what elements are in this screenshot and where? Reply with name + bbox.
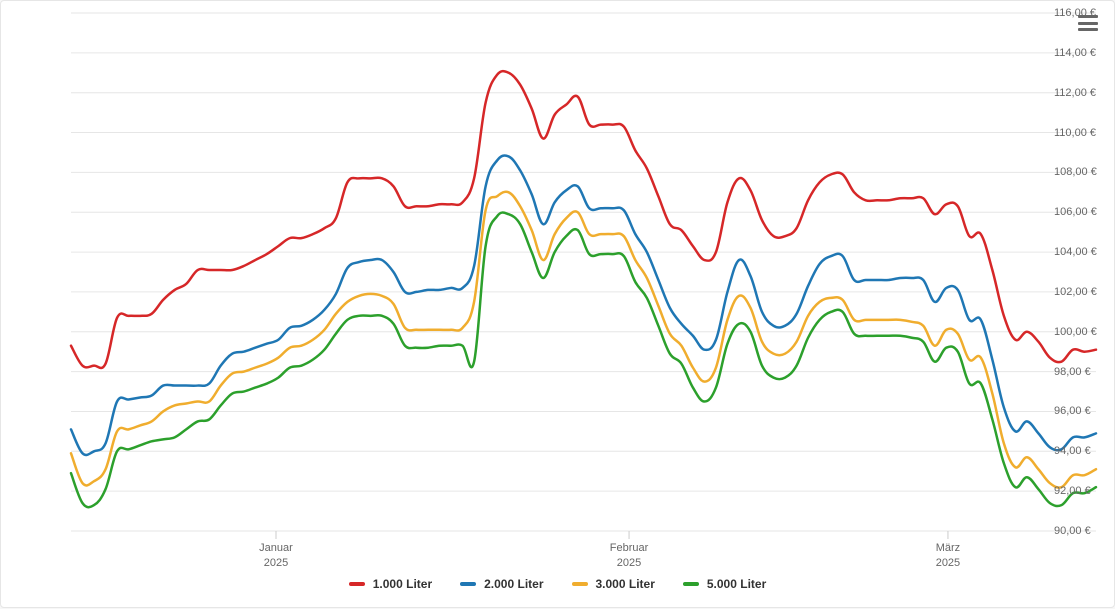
y-axis-tick-label: 96,00 € (1054, 405, 1114, 417)
legend-label: 2.000 Liter (484, 577, 543, 591)
x-axis-year-label: 2025 (264, 557, 288, 569)
x-axis-year-label: 2025 (617, 557, 641, 569)
y-axis-tick-label: 100,00 € (1054, 326, 1114, 338)
chart-legend: 1.000 Liter 2.000 Liter 3.000 Liter 5.000 L… (1, 577, 1114, 591)
y-axis-tick-label: 108,00 € (1054, 166, 1114, 178)
legend-label: 3.000 Liter (596, 577, 655, 591)
legend-item[interactable]: 1.000 Liter (349, 577, 432, 591)
legend-item[interactable]: 5.000 Liter (683, 577, 766, 591)
y-axis-tick-label: 110,00 € (1054, 127, 1114, 139)
x-axis-year-label: 2025 (936, 557, 960, 569)
y-axis-tick-label: 94,00 € (1054, 445, 1114, 457)
legend-label: 5.000 Liter (707, 577, 766, 591)
x-axis-month-label: Februar (610, 542, 649, 554)
y-axis-tick-label: 104,00 € (1054, 246, 1114, 258)
chart-plot-area (1, 1, 1115, 609)
y-axis-tick-label: 98,00 € (1054, 366, 1114, 378)
x-axis-month-label: Januar (259, 542, 293, 554)
legend-swatch-icon (572, 582, 588, 586)
x-axis-tick-label: Februar 2025 (610, 541, 649, 571)
series-line[interactable] (71, 71, 1096, 368)
legend-swatch-icon (460, 582, 476, 586)
series-line[interactable] (71, 192, 1096, 488)
legend-swatch-icon (349, 582, 365, 586)
legend-swatch-icon (683, 582, 699, 586)
y-axis-tick-label: 114,00 € (1054, 47, 1114, 59)
y-axis-tick-label: 92,00 € (1054, 485, 1114, 497)
legend-item[interactable]: 3.000 Liter (572, 577, 655, 591)
y-axis-tick-label: 112,00 € (1054, 87, 1114, 99)
y-axis-tick-label: 106,00 € (1054, 206, 1114, 218)
line-chart-container: 90,00 € 92,00 € 94,00 € 96,00 € 98,00 € 100,0… (0, 0, 1115, 608)
legend-item[interactable]: 2.000 Liter (460, 577, 543, 591)
series-line[interactable] (71, 155, 1096, 454)
y-axis-tick-label: 116,00 € (1054, 7, 1114, 19)
legend-label: 1.000 Liter (373, 577, 432, 591)
x-axis-tick-label: Januar 2025 (259, 541, 293, 571)
y-axis-tick-label: 102,00 € (1054, 286, 1114, 298)
x-axis-tick-label: März 2025 (936, 541, 960, 571)
x-axis-month-label: März (936, 542, 960, 554)
y-axis-tick-label: 90,00 € (1054, 525, 1114, 537)
